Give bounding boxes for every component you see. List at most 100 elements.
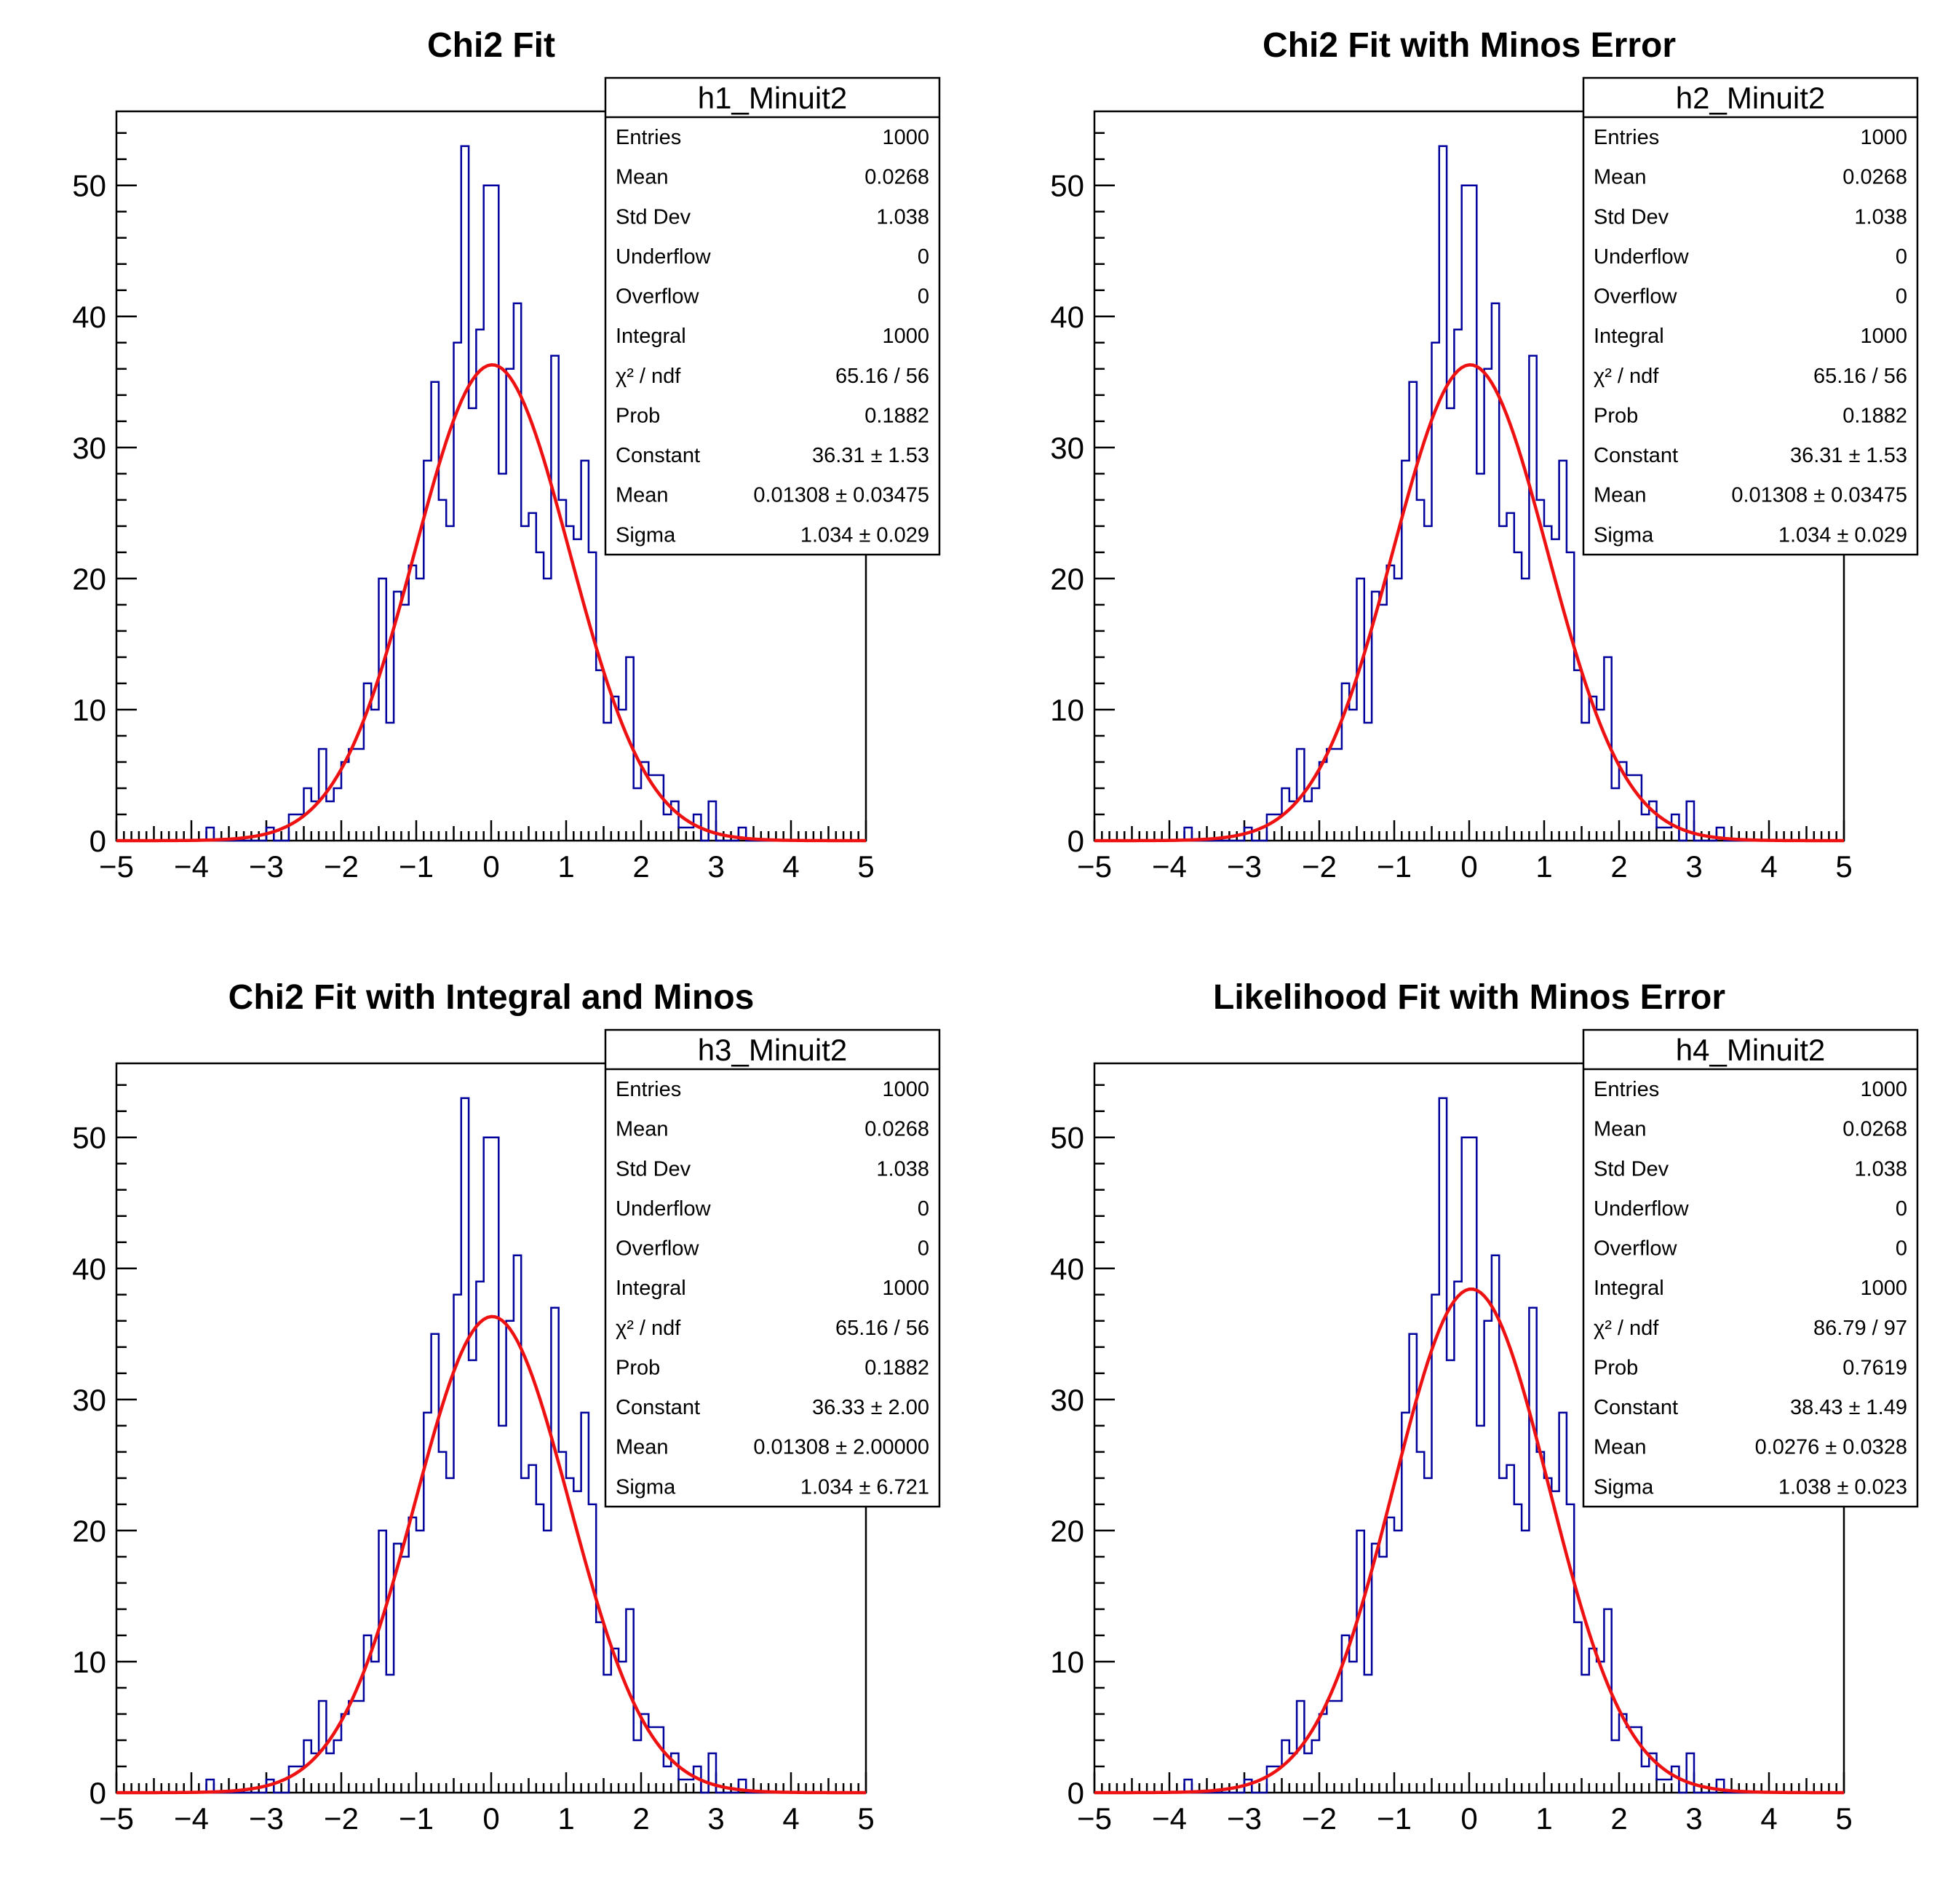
- stat-value-mean: 0.0268: [1842, 1118, 1907, 1141]
- stat-label-chi2_ndf: χ² / ndf: [1594, 1317, 1659, 1340]
- y-tick-label: 30: [72, 1383, 106, 1417]
- stat-value-std_dev: 1.038: [1854, 205, 1907, 229]
- x-tick-label: 5: [1835, 849, 1852, 884]
- y-tick-label: 10: [72, 1645, 106, 1679]
- x-tick-label: −4: [174, 849, 209, 884]
- pad-title: Chi2 Fit with Integral and Minos: [228, 978, 755, 1017]
- stat-label-sigma: Sigma: [1594, 523, 1654, 547]
- x-tick-label: −1: [399, 1801, 434, 1836]
- x-tick-label: −2: [324, 1801, 359, 1836]
- stat-label-prob: Prob: [616, 404, 660, 427]
- y-tick-label: 50: [1050, 1121, 1084, 1155]
- x-tick-label: 4: [782, 1801, 799, 1836]
- pad-title: Likelihood Fit with Minos Error: [1213, 978, 1725, 1017]
- stat-label-std_dev: Std Dev: [1594, 1157, 1669, 1181]
- stat-label-prob: Prob: [616, 1356, 660, 1379]
- stat-label-fit_mean: Mean: [1594, 1436, 1647, 1459]
- stat-value-integral: 1000: [1860, 1277, 1907, 1300]
- stats-box-frame: [1582, 76, 1919, 556]
- stat-value-prob: 0.1882: [864, 404, 929, 427]
- stat-value-entries: 1000: [1860, 126, 1907, 149]
- stats-title: h2_Minuit2: [1676, 81, 1825, 115]
- stat-label-entries: Entries: [1594, 1078, 1659, 1101]
- stat-value-prob: 0.1882: [1842, 404, 1907, 427]
- stat-value-sigma: 1.034 ± 6.721: [800, 1475, 929, 1499]
- stat-value-underflow: 0: [1896, 245, 1907, 269]
- stat-label-underflow: Underflow: [616, 245, 712, 269]
- stats-title: h4_Minuit2: [1676, 1033, 1825, 1067]
- x-tick-label: 3: [707, 1801, 724, 1836]
- stat-value-std_dev: 1.038: [876, 1157, 929, 1181]
- y-tick-label: 10: [1050, 693, 1084, 727]
- stat-label-entries: Entries: [1594, 126, 1659, 149]
- stat-value-mean: 0.0268: [864, 1118, 929, 1141]
- x-tick-label: 1: [1535, 849, 1552, 884]
- y-tick-label: 40: [1050, 1252, 1084, 1286]
- fit-curve: [1094, 363, 1844, 843]
- stats-box-frame: [604, 76, 941, 556]
- x-tick-label: −2: [1302, 1801, 1337, 1836]
- stat-label-constant: Constant: [616, 1396, 700, 1419]
- stat-label-mean: Mean: [1594, 1118, 1647, 1141]
- stat-label-prob: Prob: [1594, 1356, 1638, 1379]
- y-axis: 0 10 20 30 40 50: [1050, 132, 1115, 858]
- stats-box: h2_Minuit2 Entries 1000 Mean 0.0268 Std Dev 1.…: [1582, 76, 1919, 556]
- stat-value-entries: 1000: [1860, 1078, 1907, 1101]
- x-tick-label: 1: [557, 1801, 574, 1836]
- y-tick-label: 20: [72, 562, 106, 596]
- stats-title: h3_Minuit2: [698, 1033, 847, 1067]
- x-tick-label: 2: [632, 1801, 649, 1836]
- stat-label-integral: Integral: [1594, 325, 1664, 348]
- stat-value-chi2_ndf: 65.16 / 56: [835, 1317, 929, 1340]
- x-axis: −5 −4 −3 −2 −1 0 1 2 3 4 5: [99, 1772, 875, 1836]
- stat-label-std_dev: Std Dev: [616, 205, 691, 229]
- stat-label-std_dev: Std Dev: [616, 1157, 691, 1181]
- stat-label-overflow: Overflow: [1594, 1237, 1677, 1261]
- stat-label-fit_mean: Mean: [616, 1436, 669, 1459]
- stats-box-frame: [1582, 1028, 1919, 1508]
- x-tick-label: 5: [857, 1801, 874, 1836]
- stat-value-underflow: 0: [918, 245, 929, 269]
- y-tick-label: 0: [90, 824, 106, 858]
- stat-label-entries: Entries: [616, 126, 681, 149]
- x-tick-label: 0: [1460, 1801, 1477, 1836]
- stat-label-entries: Entries: [616, 1078, 681, 1101]
- pad-title: Chi2 Fit: [427, 26, 555, 65]
- x-tick-label: 4: [1760, 849, 1777, 884]
- stat-label-chi2_ndf: χ² / ndf: [616, 1317, 681, 1340]
- y-axis: 0 10 20 30 40 50: [72, 1084, 137, 1810]
- stats-box: h1_Minuit2 Entries 1000 Mean 0.0268 Std Dev 1.…: [604, 76, 941, 556]
- stat-label-std_dev: Std Dev: [1594, 205, 1669, 229]
- stat-label-prob: Prob: [1594, 404, 1638, 427]
- stat-value-std_dev: 1.038: [1854, 1157, 1907, 1181]
- stat-value-prob: 0.1882: [864, 1356, 929, 1379]
- x-tick-label: 3: [1685, 849, 1702, 884]
- x-tick-label: 0: [1460, 849, 1477, 884]
- x-axis: −5 −4 −3 −2 −1 0 1 2 3 4 5: [1077, 820, 1853, 884]
- pad-h3_Minuit2: −5 −4 −3 −2 −1 0 1 2 3 4 5 0 10 20 30 40 50 Chi2 Fit with…: [0, 952, 978, 1904]
- y-tick-label: 30: [1050, 431, 1084, 465]
- x-tick-label: 5: [1835, 1801, 1852, 1836]
- y-tick-label: 0: [1068, 824, 1084, 858]
- x-tick-label: −5: [1077, 1801, 1112, 1836]
- stat-value-constant: 36.33 ± 2.00: [812, 1396, 929, 1419]
- x-tick-label: 0: [482, 849, 499, 884]
- y-tick-label: 20: [1050, 562, 1084, 596]
- stat-label-chi2_ndf: χ² / ndf: [1594, 365, 1659, 388]
- y-tick-label: 20: [72, 1514, 106, 1548]
- x-tick-label: 3: [1685, 1801, 1702, 1836]
- stat-label-integral: Integral: [1594, 1277, 1664, 1300]
- stat-value-integral: 1000: [1860, 325, 1907, 348]
- y-tick-label: 0: [90, 1776, 106, 1810]
- stat-value-fit_mean: 0.01308 ± 0.03475: [753, 484, 929, 507]
- x-tick-label: 3: [707, 849, 724, 884]
- stat-value-sigma: 1.038 ± 0.023: [1778, 1475, 1907, 1499]
- stat-value-sigma: 1.034 ± 0.029: [1778, 523, 1907, 547]
- stat-value-fit_mean: 0.01308 ± 2.00000: [753, 1436, 929, 1459]
- y-tick-label: 40: [72, 1252, 106, 1286]
- x-tick-label: −4: [1152, 849, 1187, 884]
- fit-curve: [116, 363, 866, 843]
- stat-value-underflow: 0: [918, 1197, 929, 1221]
- stat-label-sigma: Sigma: [616, 1475, 676, 1499]
